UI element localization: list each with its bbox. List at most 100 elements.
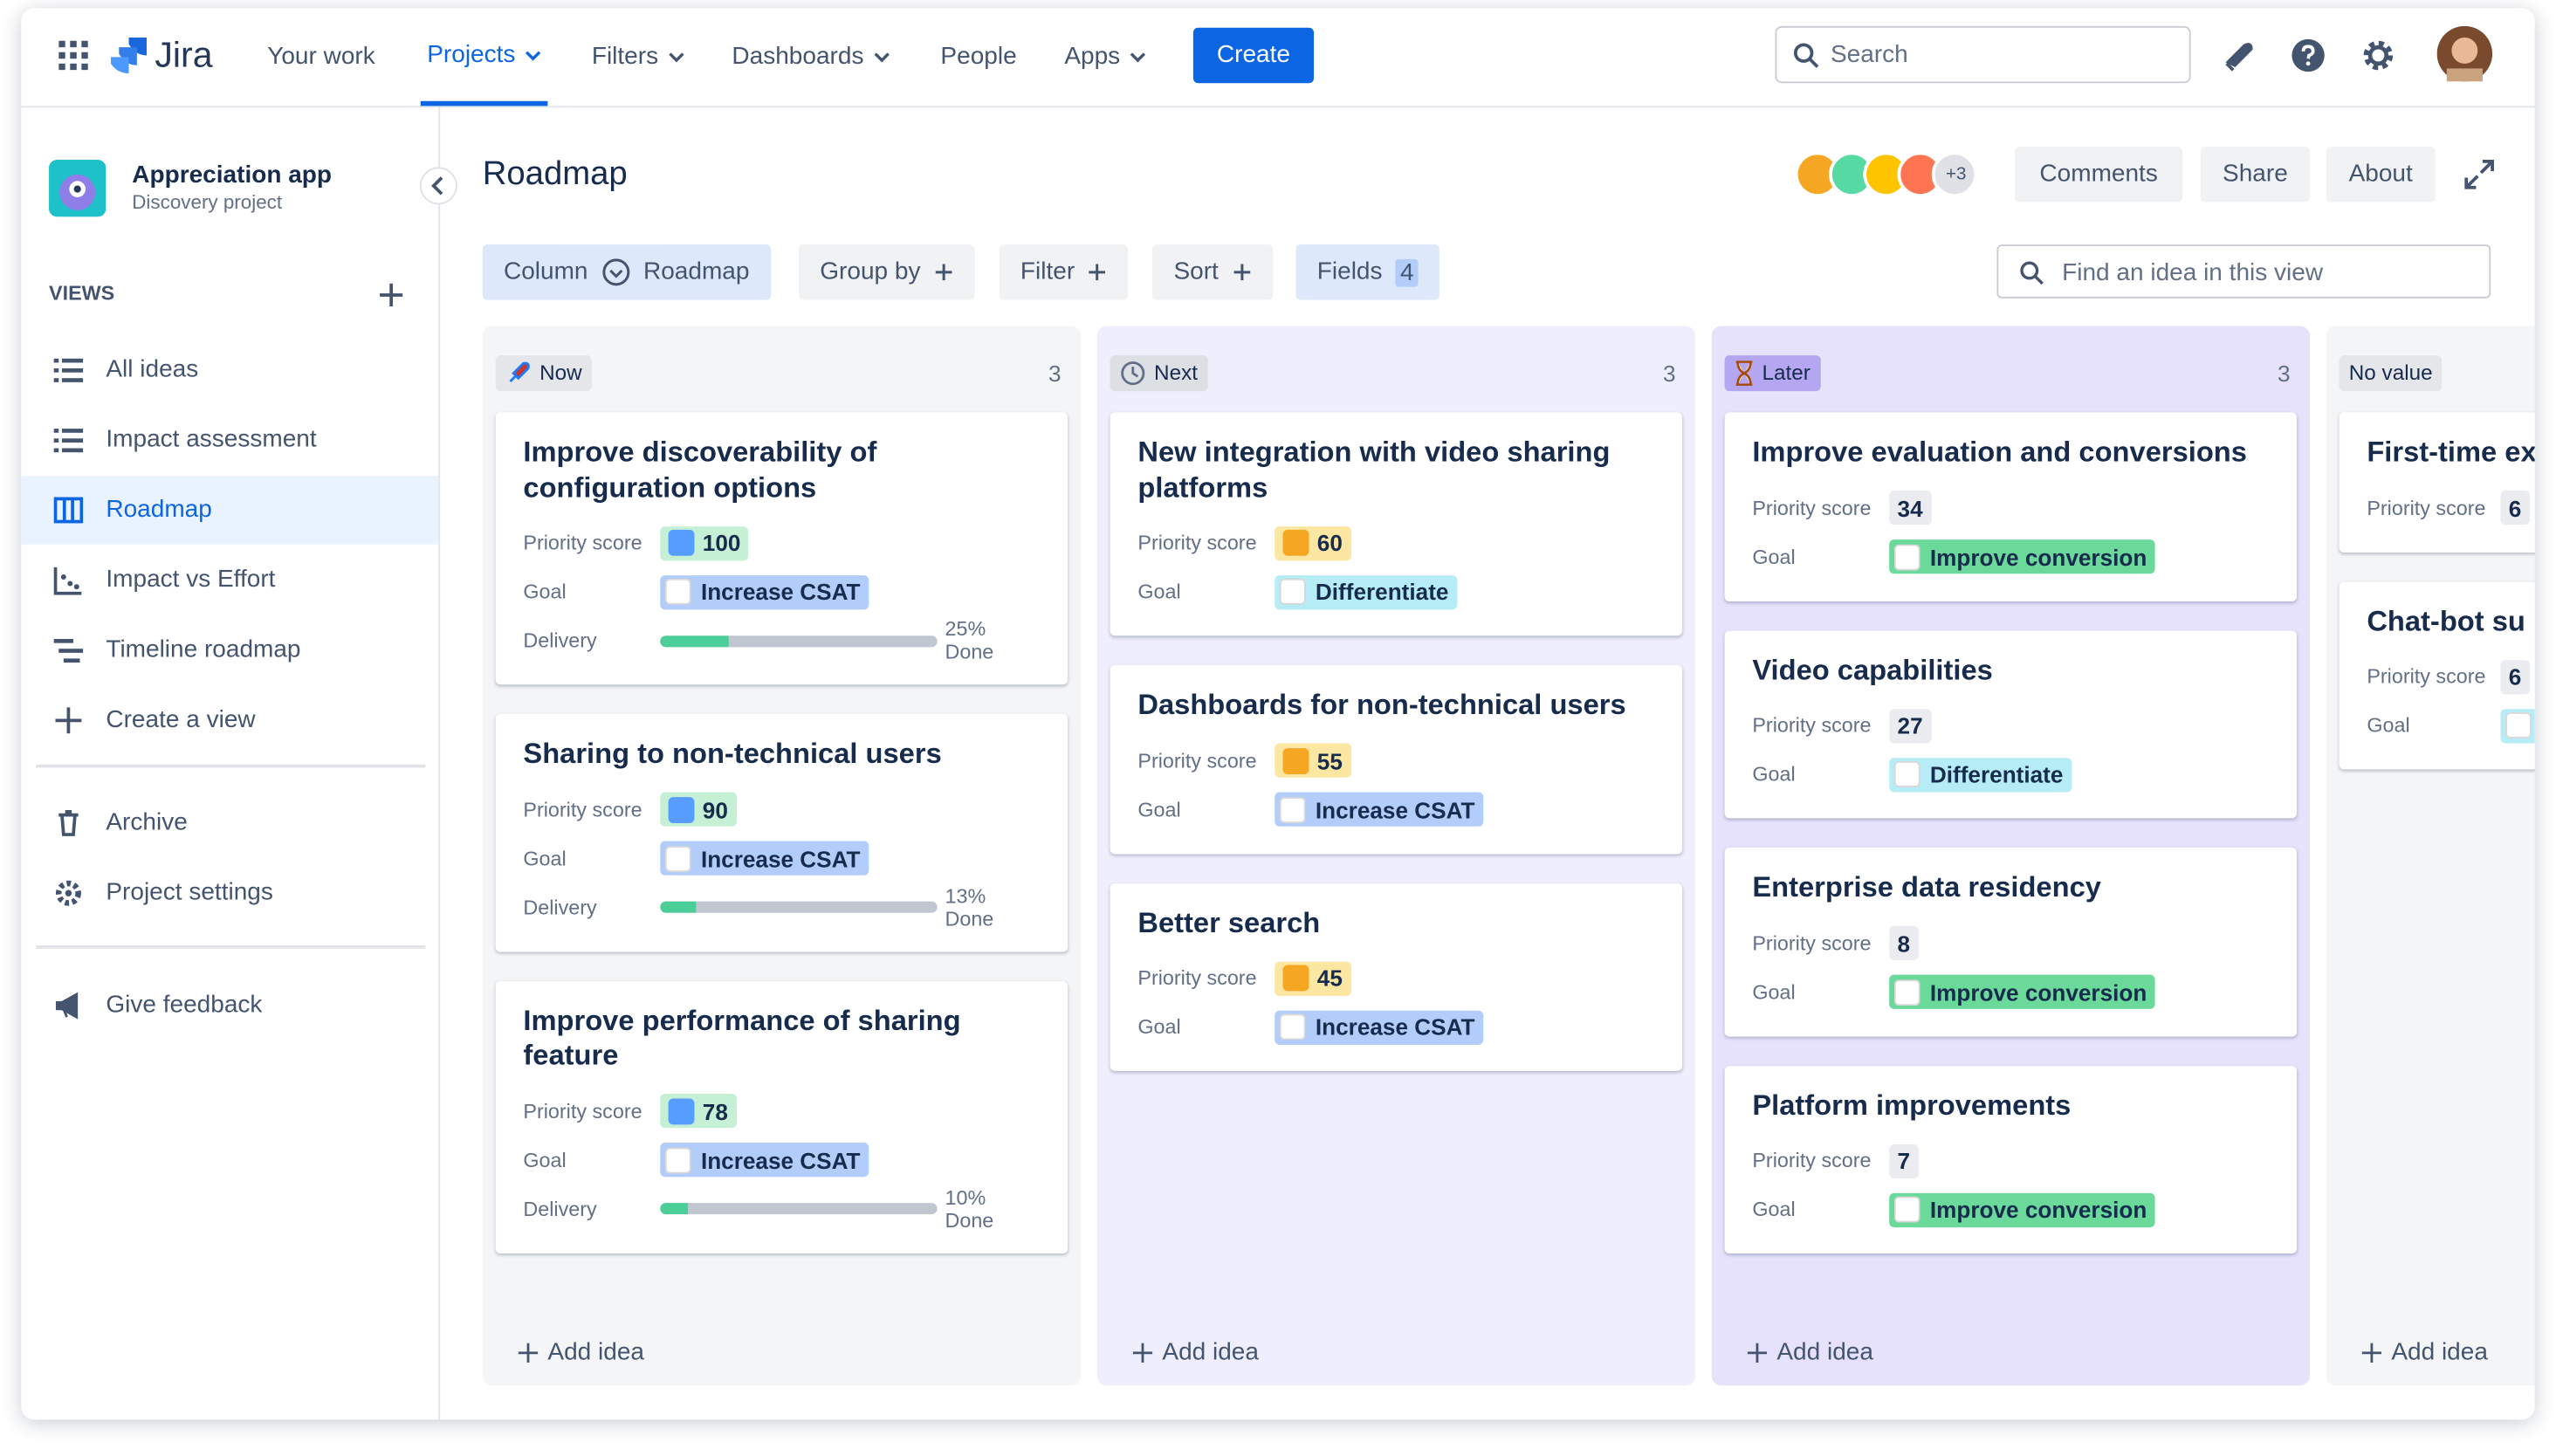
views-heading: VIEWS xyxy=(49,282,115,306)
priority-score: 100 xyxy=(660,525,749,560)
project-name[interactable]: Appreciation app xyxy=(132,161,333,189)
add-idea[interactable]: Add idea xyxy=(1132,1338,1259,1366)
fullscreen-icon[interactable] xyxy=(2463,158,2495,190)
idea-card[interactable]: Chat-bot su Priority score 6 Goal xyxy=(2339,580,2535,770)
feedback-item[interactable]: Give feedback xyxy=(21,972,438,1040)
nav-item[interactable]: Projects xyxy=(420,8,548,106)
field-label: Goal xyxy=(1752,1198,1796,1221)
add-idea[interactable]: Add idea xyxy=(518,1338,644,1366)
product-name[interactable]: Jira xyxy=(155,34,213,75)
avatars-more[interactable]: +3 xyxy=(1946,164,1967,185)
plus-icon xyxy=(935,264,952,281)
idea-title: Improve discoverability of configuration… xyxy=(523,435,877,504)
feedback-icon xyxy=(55,992,79,1020)
nav-item[interactable]: Your work xyxy=(267,8,375,106)
field-label: Priority score xyxy=(2367,664,2486,689)
idea-card[interactable]: New integration with video sharing platf… xyxy=(1110,412,1683,636)
card-list: Improve evaluation and conversions Priori… xyxy=(1724,412,2298,1253)
column: Next 3 New integration with video sharing … xyxy=(1096,326,1695,1386)
idea-title: Improve evaluation and conversions xyxy=(1752,435,2247,468)
goal-row: Goal Differentiate xyxy=(1137,567,1654,616)
settings-item[interactable]: Project settings xyxy=(21,859,438,927)
filter-button[interactable]: Filter xyxy=(999,244,1129,300)
find-idea-box[interactable]: Find an idea in this view xyxy=(1996,244,2491,299)
idea-card[interactable]: Video capabilities Priority score 27 Goal Di… xyxy=(1724,629,2298,819)
sort-button[interactable]: Sort xyxy=(1152,244,1273,300)
view-icon xyxy=(53,567,82,595)
idea-card[interactable]: Improve evaluation and conversions Priori… xyxy=(1724,412,2298,601)
add-idea-label: Add idea xyxy=(547,1338,644,1366)
notifications-icon[interactable] xyxy=(2222,39,2254,72)
priority-value: 6 xyxy=(2508,494,2522,521)
add-idea[interactable]: Add idea xyxy=(2361,1338,2488,1366)
goal-row: Goal Increase CSAT xyxy=(523,834,1040,883)
header-button[interactable]: Share xyxy=(2200,147,2310,203)
nav-item[interactable]: Apps xyxy=(1064,8,1146,106)
view-item[interactable]: Impact assessment xyxy=(21,406,438,474)
score-icon xyxy=(1282,529,1309,556)
collapse-sidebar[interactable] xyxy=(419,166,458,205)
filter-label: Filter xyxy=(1020,258,1075,285)
idea-card[interactable]: Better search Priority score 45 Goal Increas… xyxy=(1110,883,1683,1071)
score-icon xyxy=(1282,747,1309,774)
add-idea[interactable]: Add idea xyxy=(1747,1338,1873,1366)
search-box[interactable]: Search xyxy=(1775,25,2191,84)
view-item[interactable]: Impact vs Effort xyxy=(21,546,438,615)
settings-icon[interactable] xyxy=(2360,38,2396,73)
idea-title: Platform improvements xyxy=(1752,1088,2072,1121)
goal-tag: Differentiate xyxy=(1889,757,2072,792)
priority-score: 8 xyxy=(1889,925,1919,960)
field-label: Goal xyxy=(1137,580,1181,603)
divider xyxy=(36,945,426,949)
fields-button[interactable]: Fields 4 xyxy=(1295,244,1440,300)
goal-name: Increase CSAT xyxy=(1315,796,1475,823)
goal-row: Goal Increase CSAT xyxy=(523,567,1040,616)
nav-item[interactable]: People xyxy=(940,8,1016,106)
header-button[interactable]: Comments xyxy=(2014,147,2183,203)
field-label: Goal xyxy=(523,1148,567,1171)
top-nav: Jira Create Search xyxy=(21,8,2535,108)
idea-title: Improve performance of sharing feature xyxy=(523,1003,961,1071)
divider xyxy=(36,764,426,768)
add-view-icon[interactable] xyxy=(378,282,404,308)
nav-item[interactable]: Dashboards xyxy=(732,8,890,106)
nav-item-label: Your work xyxy=(267,42,375,71)
idea-card[interactable]: Sharing to non-technical users Priority s… xyxy=(495,713,1068,951)
idea-card[interactable]: Platform improvements Priority score 7 Goal… xyxy=(1724,1065,2298,1253)
help-icon[interactable] xyxy=(2291,38,2326,73)
user-avatar[interactable] xyxy=(2436,25,2493,82)
archive-label: Archive xyxy=(106,808,188,836)
column-button[interactable]: Column Roadmap xyxy=(482,244,771,300)
create-button[interactable]: Create xyxy=(1192,27,1315,84)
view-item[interactable]: All ideas xyxy=(21,336,438,404)
goal-tag: Improve conversion xyxy=(1889,1192,2155,1227)
field-label: Goal xyxy=(1752,980,1796,1004)
goal-icon xyxy=(1279,796,1306,823)
priority-value: 7 xyxy=(1897,1147,1911,1174)
idea-card[interactable]: Improve discoverability of configuration… xyxy=(495,412,1068,685)
view-label: Impact vs Effort xyxy=(106,565,276,594)
field-label: Goal xyxy=(2367,713,2410,738)
collaborator-avatars[interactable] xyxy=(1793,150,1985,199)
idea-card[interactable]: Dashboards for non-technical users Priori… xyxy=(1110,664,1683,854)
view-item[interactable]: Roadmap xyxy=(21,476,439,545)
column-name: Now xyxy=(539,360,582,385)
nav-item[interactable]: Filters xyxy=(592,8,684,106)
priority-value: 34 xyxy=(1897,494,1923,521)
column-label: Now xyxy=(495,355,592,392)
archive-item[interactable]: Archive xyxy=(21,789,438,857)
goal-row: Goal Differentiate xyxy=(1752,750,2269,799)
app-switcher[interactable] xyxy=(58,40,88,71)
plus-icon xyxy=(1747,1342,1768,1363)
view-label: All ideas xyxy=(106,355,199,383)
group-by-button[interactable]: Group by xyxy=(798,244,975,300)
idea-card[interactable]: Enterprise data residency Priority score 8… xyxy=(1724,847,2298,1036)
idea-card[interactable]: Improve performance of sharing feature Pr… xyxy=(495,980,1068,1253)
header-button[interactable]: About xyxy=(2326,147,2436,203)
view-item[interactable]: Create a view xyxy=(21,686,438,754)
progress-track xyxy=(660,901,938,913)
view-icon xyxy=(53,358,84,382)
idea-card[interactable]: First-time ex Priority score 6 xyxy=(2339,412,2535,553)
view-item[interactable]: Timeline roadmap xyxy=(21,616,438,684)
priority-value: 27 xyxy=(1897,712,1923,738)
